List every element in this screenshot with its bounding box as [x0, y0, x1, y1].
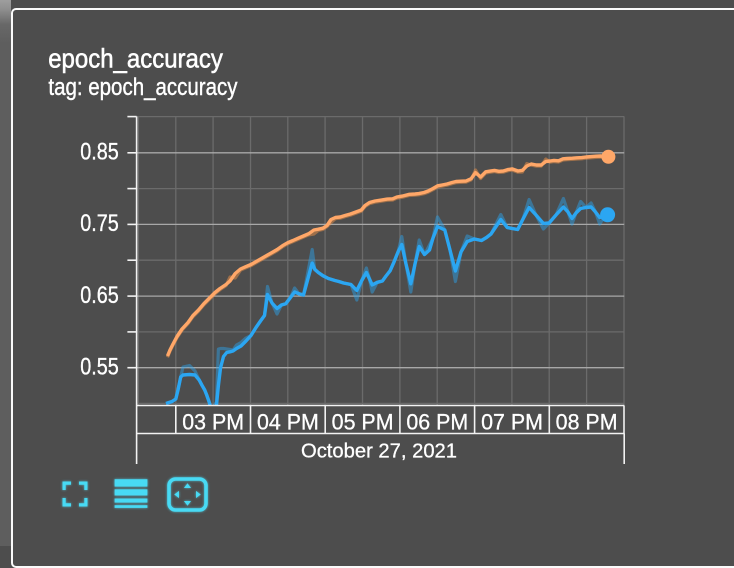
svg-text:epoch_accuracy: epoch_accuracy: [48, 44, 223, 74]
svg-text:06 PM: 06 PM: [406, 409, 468, 435]
svg-text:October 27, 2021: October 27, 2021: [301, 441, 457, 463]
svg-text:05 PM: 05 PM: [332, 409, 394, 435]
svg-text:0.75: 0.75: [80, 209, 119, 236]
svg-text:0.65: 0.65: [80, 281, 119, 308]
svg-text:04 PM: 04 PM: [257, 409, 319, 435]
svg-text:08 PM: 08 PM: [556, 409, 618, 435]
svg-text:03 PM: 03 PM: [182, 409, 244, 435]
svg-text:0.85: 0.85: [80, 138, 119, 165]
svg-text:tag: epoch_accuracy: tag: epoch_accuracy: [48, 74, 238, 101]
svg-text:0.55: 0.55: [80, 353, 119, 380]
svg-text:07 PM: 07 PM: [481, 409, 543, 435]
